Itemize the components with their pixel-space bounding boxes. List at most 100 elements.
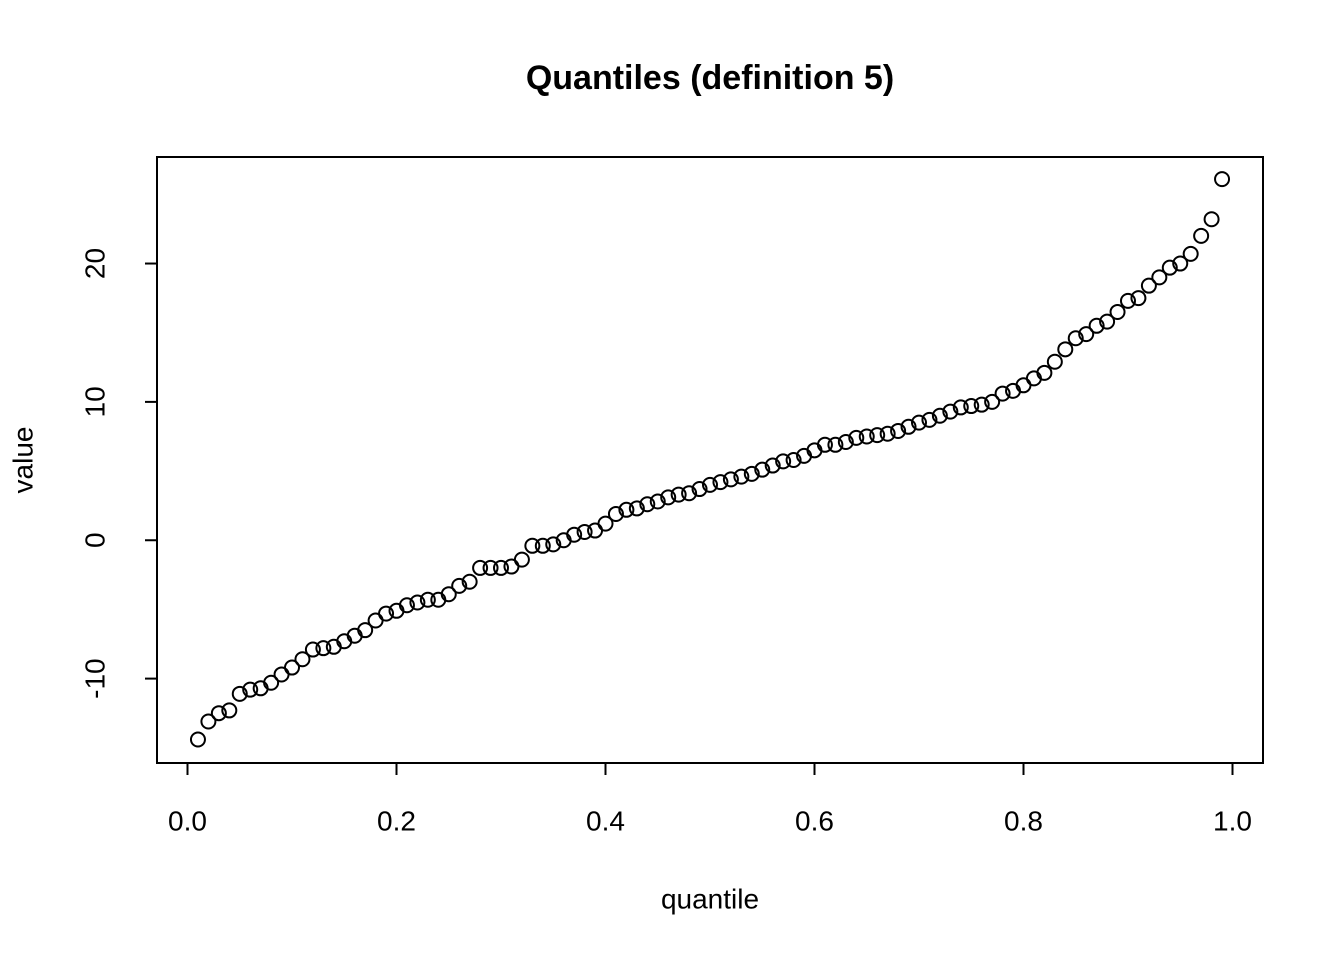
point xyxy=(660,489,677,506)
point xyxy=(963,398,980,415)
point xyxy=(440,586,457,603)
point xyxy=(419,591,436,608)
point xyxy=(869,427,886,444)
point xyxy=(681,485,698,502)
point xyxy=(994,385,1011,402)
point xyxy=(775,453,792,470)
point xyxy=(910,414,927,431)
point xyxy=(221,702,238,719)
point xyxy=(357,622,374,639)
point xyxy=(1203,211,1220,228)
point xyxy=(566,526,583,543)
point xyxy=(545,536,562,553)
plot-box xyxy=(156,156,1264,764)
point xyxy=(1036,364,1053,381)
point xyxy=(1046,353,1063,370)
point xyxy=(461,573,478,590)
point xyxy=(816,436,833,453)
point xyxy=(1151,269,1168,286)
point xyxy=(231,685,248,702)
x-tick-label: 0.4 xyxy=(586,805,625,836)
y-tick-label: 10 xyxy=(79,386,110,417)
point xyxy=(587,522,604,539)
point xyxy=(1119,292,1136,309)
point xyxy=(294,651,311,668)
point xyxy=(482,559,499,576)
point xyxy=(200,713,217,730)
point xyxy=(576,523,593,540)
chart-title: Quantiles (definition 5) xyxy=(526,59,894,97)
point xyxy=(451,577,468,594)
point xyxy=(472,559,489,576)
point xyxy=(984,393,1001,410)
point xyxy=(524,537,541,554)
point xyxy=(628,500,645,517)
y-axis-label: value xyxy=(7,427,38,494)
point xyxy=(702,476,718,493)
point xyxy=(210,705,227,722)
point xyxy=(409,594,426,611)
point xyxy=(1193,227,1210,244)
point xyxy=(189,731,206,748)
point xyxy=(785,452,802,468)
point xyxy=(973,396,990,413)
point xyxy=(764,457,781,474)
point xyxy=(1161,259,1178,276)
point xyxy=(378,605,395,622)
point xyxy=(304,641,321,658)
point xyxy=(1172,255,1189,272)
point xyxy=(242,681,259,698)
point xyxy=(1140,277,1157,294)
x-tick-label: 1.0 xyxy=(1213,805,1252,836)
point xyxy=(597,515,614,532)
y-tick-label: 20 xyxy=(79,248,110,279)
point xyxy=(827,436,844,453)
point xyxy=(534,537,551,554)
point xyxy=(952,399,969,416)
point xyxy=(284,659,301,676)
point xyxy=(670,486,687,503)
point xyxy=(1067,330,1084,347)
point xyxy=(890,422,907,439)
point xyxy=(1130,290,1147,307)
point xyxy=(367,612,384,629)
x-axis-label: quantile xyxy=(661,883,759,914)
x-tick-label: 0.6 xyxy=(795,805,834,836)
point xyxy=(607,505,624,522)
point xyxy=(1088,317,1105,334)
point xyxy=(503,558,520,575)
point xyxy=(848,429,865,446)
point xyxy=(743,465,760,482)
point xyxy=(1109,303,1126,320)
point xyxy=(900,418,917,435)
point xyxy=(1057,341,1074,358)
point xyxy=(1099,313,1116,330)
point xyxy=(858,428,875,445)
point xyxy=(712,474,729,491)
point xyxy=(1182,245,1199,262)
point xyxy=(942,403,959,420)
x-tick-label: 0.2 xyxy=(377,805,416,836)
point xyxy=(618,501,635,518)
y-tick-label: -10 xyxy=(79,658,110,698)
point xyxy=(493,559,510,576)
x-tick-label: 0.0 xyxy=(168,805,207,836)
point xyxy=(315,640,332,657)
point xyxy=(722,471,739,488)
y-tick-label: 0 xyxy=(79,532,110,548)
point xyxy=(931,407,948,424)
point xyxy=(1078,326,1095,343)
point xyxy=(273,666,290,683)
point xyxy=(398,597,415,614)
point xyxy=(649,493,666,510)
point xyxy=(513,551,530,568)
point xyxy=(754,461,771,478)
x-tick-label: 0.8 xyxy=(1004,805,1043,836)
point xyxy=(837,434,854,451)
point xyxy=(263,674,280,691)
point xyxy=(879,425,896,442)
point xyxy=(921,411,938,428)
point xyxy=(1214,171,1231,188)
point xyxy=(733,468,750,485)
